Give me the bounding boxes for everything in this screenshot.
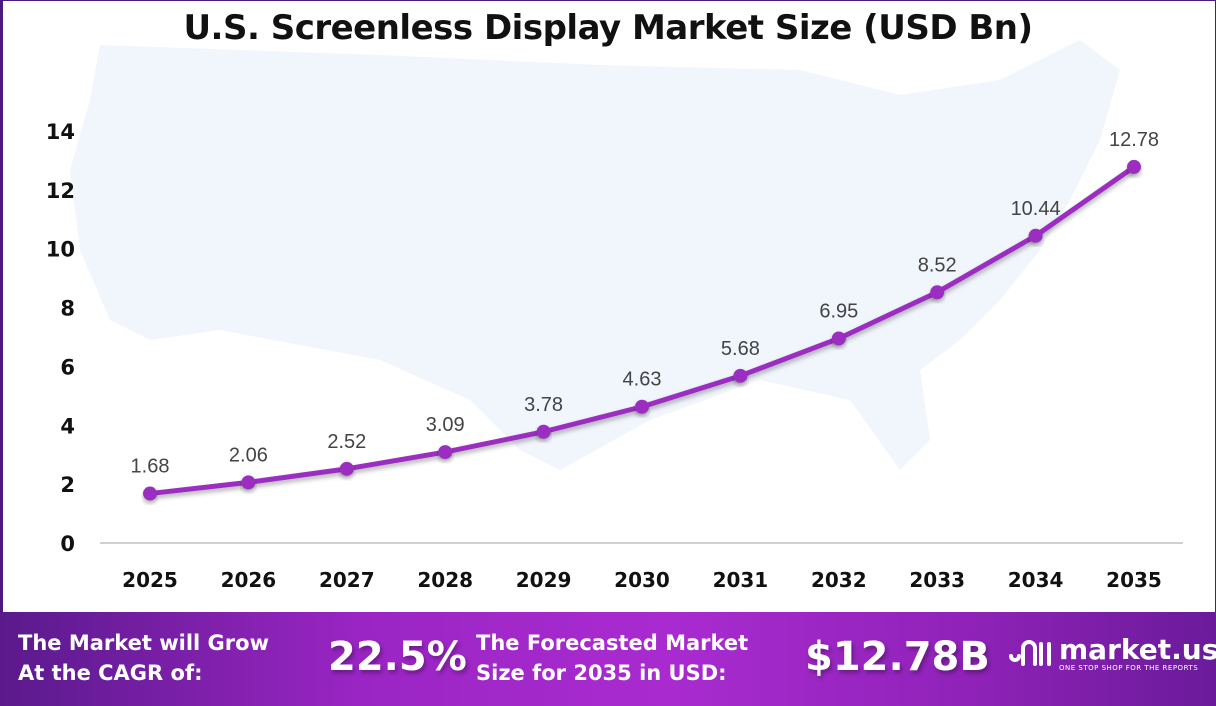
data-label: 3.78 [524, 394, 563, 416]
market-us-logo: market.us ONE STOP SHOP FOR THE REPORTS [1005, 634, 1216, 674]
x-tick-label: 2032 [811, 568, 867, 592]
y-tick-label: 2 [60, 473, 75, 497]
y-tick-label: 10 [46, 238, 75, 262]
data-label: 2.52 [327, 431, 366, 453]
data-point [831, 331, 846, 346]
x-tick-label: 2027 [319, 568, 375, 592]
data-point [438, 445, 453, 460]
data-label: 10.44 [1011, 198, 1061, 220]
data-point [635, 399, 649, 414]
data-label: 5.68 [721, 338, 760, 360]
x-tick-label: 2026 [221, 568, 277, 592]
x-tick-label: 2031 [713, 568, 769, 592]
data-label: 2.06 [229, 444, 268, 466]
x-tick-label: 2035 [1106, 568, 1162, 592]
data-point [930, 285, 945, 300]
x-tick-label: 2034 [1008, 568, 1064, 592]
x-tick-label: 2025 [122, 568, 178, 592]
data-label: 3.09 [426, 414, 465, 436]
data-point [1127, 159, 1141, 174]
x-tick-label: 2033 [909, 568, 965, 592]
x-tick-label: 2028 [417, 568, 473, 592]
data-label: 8.52 [918, 254, 957, 276]
forecast-label-line1: The Forecasted Market [476, 631, 749, 655]
cagr-label-line1: The Market will Grow [18, 631, 269, 655]
market-us-logo-icon [1009, 640, 1051, 666]
data-label: 6.95 [819, 300, 858, 322]
logo-tagline: ONE STOP SHOP FOR THE REPORTS [1059, 664, 1199, 672]
x-tick-label: 2030 [614, 568, 670, 592]
cagr-value: 22.5% [328, 634, 467, 680]
y-tick-label: 4 [60, 414, 75, 438]
x-tick-label: 2029 [516, 568, 572, 592]
cagr-label-line2: At the CAGR of: [18, 661, 203, 685]
forecast-value: $12.78B [805, 634, 990, 680]
y-tick-label: 0 [60, 532, 75, 556]
data-point [536, 424, 551, 439]
y-tick-label: 8 [60, 297, 75, 321]
data-label: 1.68 [131, 456, 170, 478]
data-label: 4.63 [623, 369, 662, 391]
y-tick-label: 14 [46, 120, 75, 144]
forecast-label-line2: Size for 2035 in USD: [476, 661, 727, 685]
us-map-background [70, 40, 1120, 470]
y-tick-label: 6 [60, 355, 75, 379]
logo-name: market.us [1059, 633, 1216, 666]
y-tick-label: 12 [46, 179, 75, 203]
line-chart: 0 2 4 6 8 10 12 14 2025 2026 2027 2028 2029 2030 2031 2… [46, 40, 1183, 592]
summary-banner: The Market will Grow At the CAGR of: 22.… [0, 612, 1216, 706]
data-point [143, 486, 157, 501]
data-point [339, 461, 354, 476]
data-point [241, 475, 256, 490]
data-point [1028, 228, 1043, 243]
data-label: 12.78 [1109, 129, 1159, 151]
chart-title: U.S. Screenless Display Market Size (USD… [183, 8, 1033, 48]
data-point [733, 368, 748, 383]
